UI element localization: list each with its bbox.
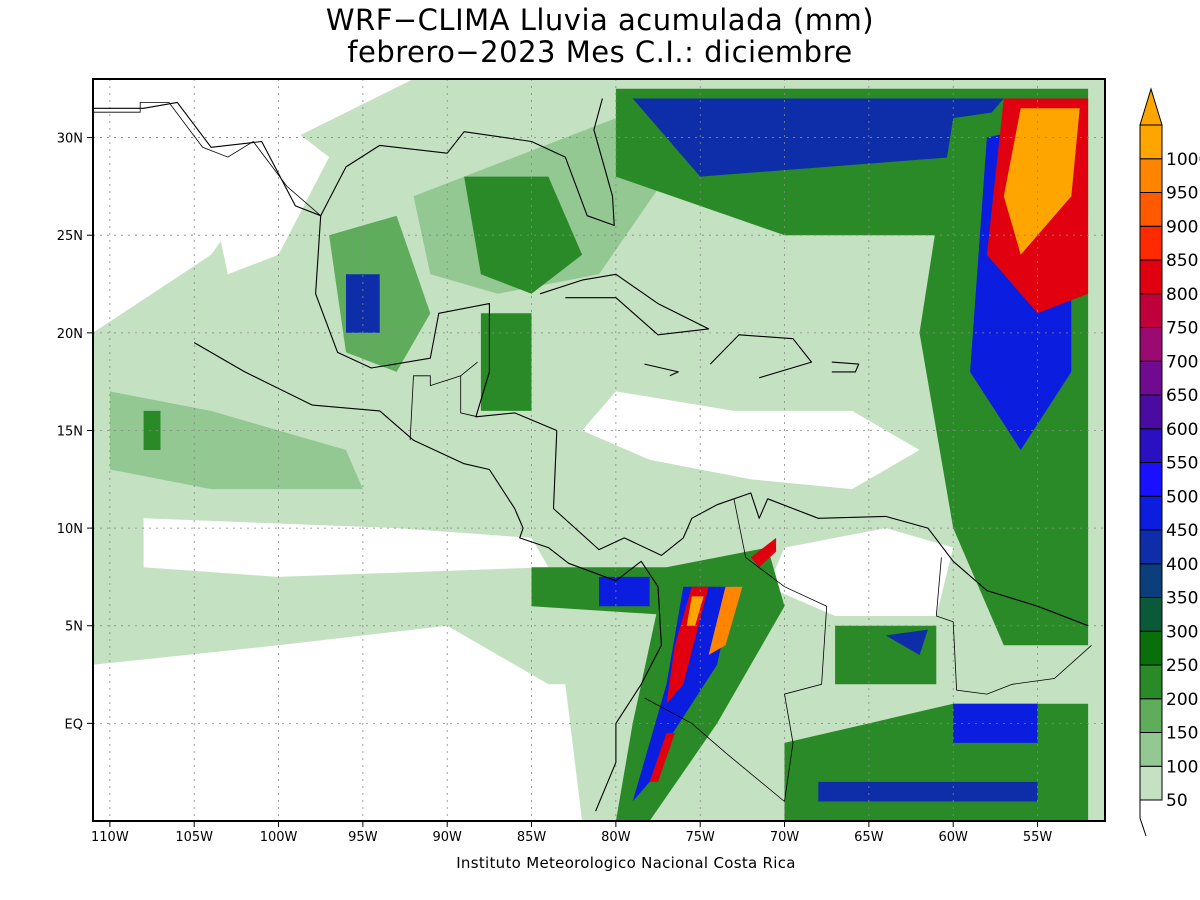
colorbar-swatch <box>1139 428 1163 463</box>
colorbar-label: 800 <box>1166 285 1198 305</box>
colorbar-label: 900 <box>1166 217 1198 237</box>
colorbar-label: 850 <box>1166 251 1198 271</box>
longitude-tick-label: 100W <box>260 830 298 845</box>
colorbar-swatch <box>1139 630 1163 666</box>
latitude-tick-label: 30N <box>57 132 83 147</box>
colorbar-swatch <box>1139 158 1163 193</box>
latitude-tick-label: 20N <box>57 327 83 342</box>
colorbar-swatch <box>1139 732 1163 767</box>
colorbar-label: 700 <box>1166 352 1198 372</box>
longitude-tick-label: 60W <box>938 830 968 845</box>
longitude-axis: 110W 105W 100W 95W 90W 85W 80W 75W 70W 65W 60W 55W <box>91 821 1052 845</box>
longitude-tick-label: 90W <box>432 830 462 845</box>
colorbar-swatch <box>1139 124 1163 160</box>
colorbar-swatch <box>1139 225 1163 261</box>
colorbar-swatch <box>1139 563 1163 598</box>
map-title: WRF−CLIMA Lluvia acumulada (mm) <box>325 3 875 37</box>
longitude-tick-label: 55W <box>1023 830 1053 845</box>
colorbar-label: 250 <box>1166 656 1198 676</box>
colorbar-swatch <box>1139 192 1163 227</box>
colorbar-label: 50 <box>1166 791 1188 811</box>
colorbar-label: 550 <box>1166 454 1198 474</box>
colorbar-label: 150 <box>1166 724 1198 744</box>
colorbar-swatch <box>1139 360 1163 396</box>
coastlines <box>93 98 1092 812</box>
longitude-tick-label: 65W <box>854 830 884 845</box>
longitude-tick-label: 105W <box>175 830 213 845</box>
credit-text: Instituto Meteorologico Nacional Costa R… <box>456 854 796 872</box>
map-subtitle: febrero−2023 Mes C.I.: diciembre <box>347 35 853 69</box>
colorbar-swatch <box>1139 765 1163 801</box>
latitude-tick-label: 5N <box>65 620 83 635</box>
latitude-tick-label: 15N <box>57 424 83 439</box>
longitude-tick-label: 95W <box>348 830 378 845</box>
longitude-tick-label: 80W <box>601 830 631 845</box>
longitude-tick-label: 70W <box>770 830 800 845</box>
colorbar-label: 1000 <box>1166 150 1200 170</box>
latitude-tick-label: EQ <box>65 717 83 732</box>
colorbar-label: 950 <box>1166 184 1198 204</box>
plot-frame <box>92 78 1106 822</box>
latitude-tick-label: 25N <box>57 229 83 244</box>
colorbar-label: 750 <box>1166 319 1198 339</box>
colorbar-label: 500 <box>1166 487 1198 507</box>
latitude-tick-label: 10N <box>57 522 83 537</box>
graticule <box>93 79 1105 821</box>
colorbar-swatch <box>1139 529 1163 565</box>
colorbar-swatch <box>1139 664 1163 700</box>
colorbar-label: 650 <box>1166 386 1198 406</box>
colorbar-swatch <box>1139 259 1163 295</box>
colorbar-swatch <box>1139 698 1163 733</box>
colorbar-max-arrow <box>1139 87 1163 126</box>
longitude-tick-label: 85W <box>517 830 547 845</box>
latitude-axis: 30N 25N 20N 15N 10N 5N EQ <box>57 132 93 732</box>
colorbar-label: 300 <box>1166 622 1198 642</box>
colorbar-legend: 50 100 150 200 250 300 350 400 450 500 550 600 650 70… <box>1139 87 1200 837</box>
colorbar-swatch <box>1139 597 1163 632</box>
longitude-tick-label: 110W <box>91 830 129 845</box>
colorbar-swatch <box>1139 495 1163 531</box>
colorbar-label: 100 <box>1166 757 1198 777</box>
colorbar-label: 400 <box>1166 555 1198 575</box>
colorbar-swatch <box>1139 394 1163 430</box>
longitude-tick-label: 75W <box>685 830 715 845</box>
colorbar-swatch <box>1139 462 1163 497</box>
colorbar-label: 450 <box>1166 521 1198 541</box>
colorbar-swatch <box>1139 327 1163 362</box>
colorbar-label: 200 <box>1166 690 1198 710</box>
colorbar-swatch <box>1139 293 1163 328</box>
colorbar-label: 600 <box>1166 420 1198 440</box>
colorbar-label: 350 <box>1166 589 1198 609</box>
